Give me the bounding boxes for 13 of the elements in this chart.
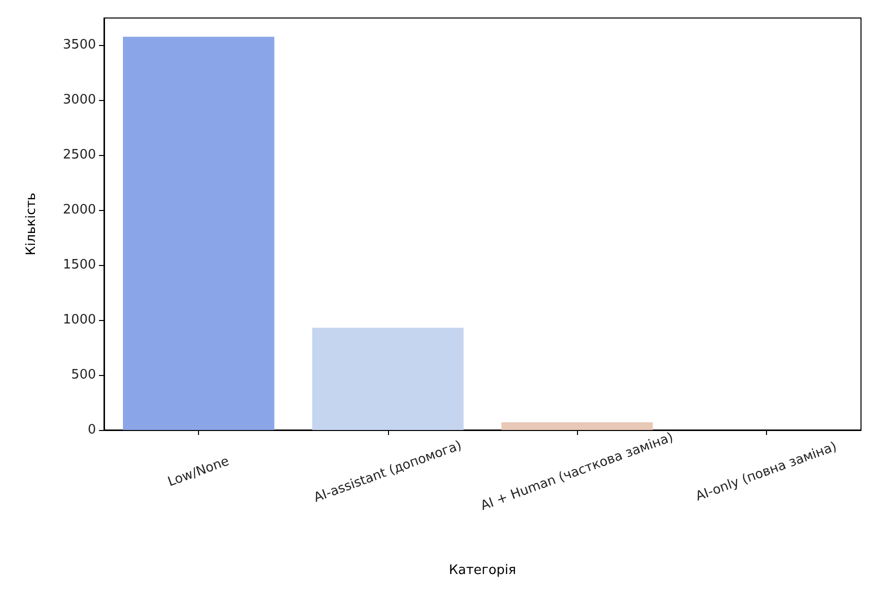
y-tick-label: 3500	[62, 37, 96, 52]
bar	[501, 422, 653, 430]
y-axis-title: Кількість	[24, 192, 39, 256]
x-axis-title: Категорія	[448, 563, 516, 578]
y-tick-label: 1500	[62, 257, 96, 272]
y-tick-label: 3000	[62, 92, 96, 108]
y-tick-label: 2500	[62, 147, 96, 162]
bar	[122, 36, 274, 430]
y-tick-label: 0	[88, 422, 96, 438]
y-tick-label: 1000	[62, 312, 96, 328]
y-tick-label: 500	[71, 367, 96, 382]
bar	[312, 328, 464, 430]
y-tick-label: 2000	[62, 202, 96, 218]
